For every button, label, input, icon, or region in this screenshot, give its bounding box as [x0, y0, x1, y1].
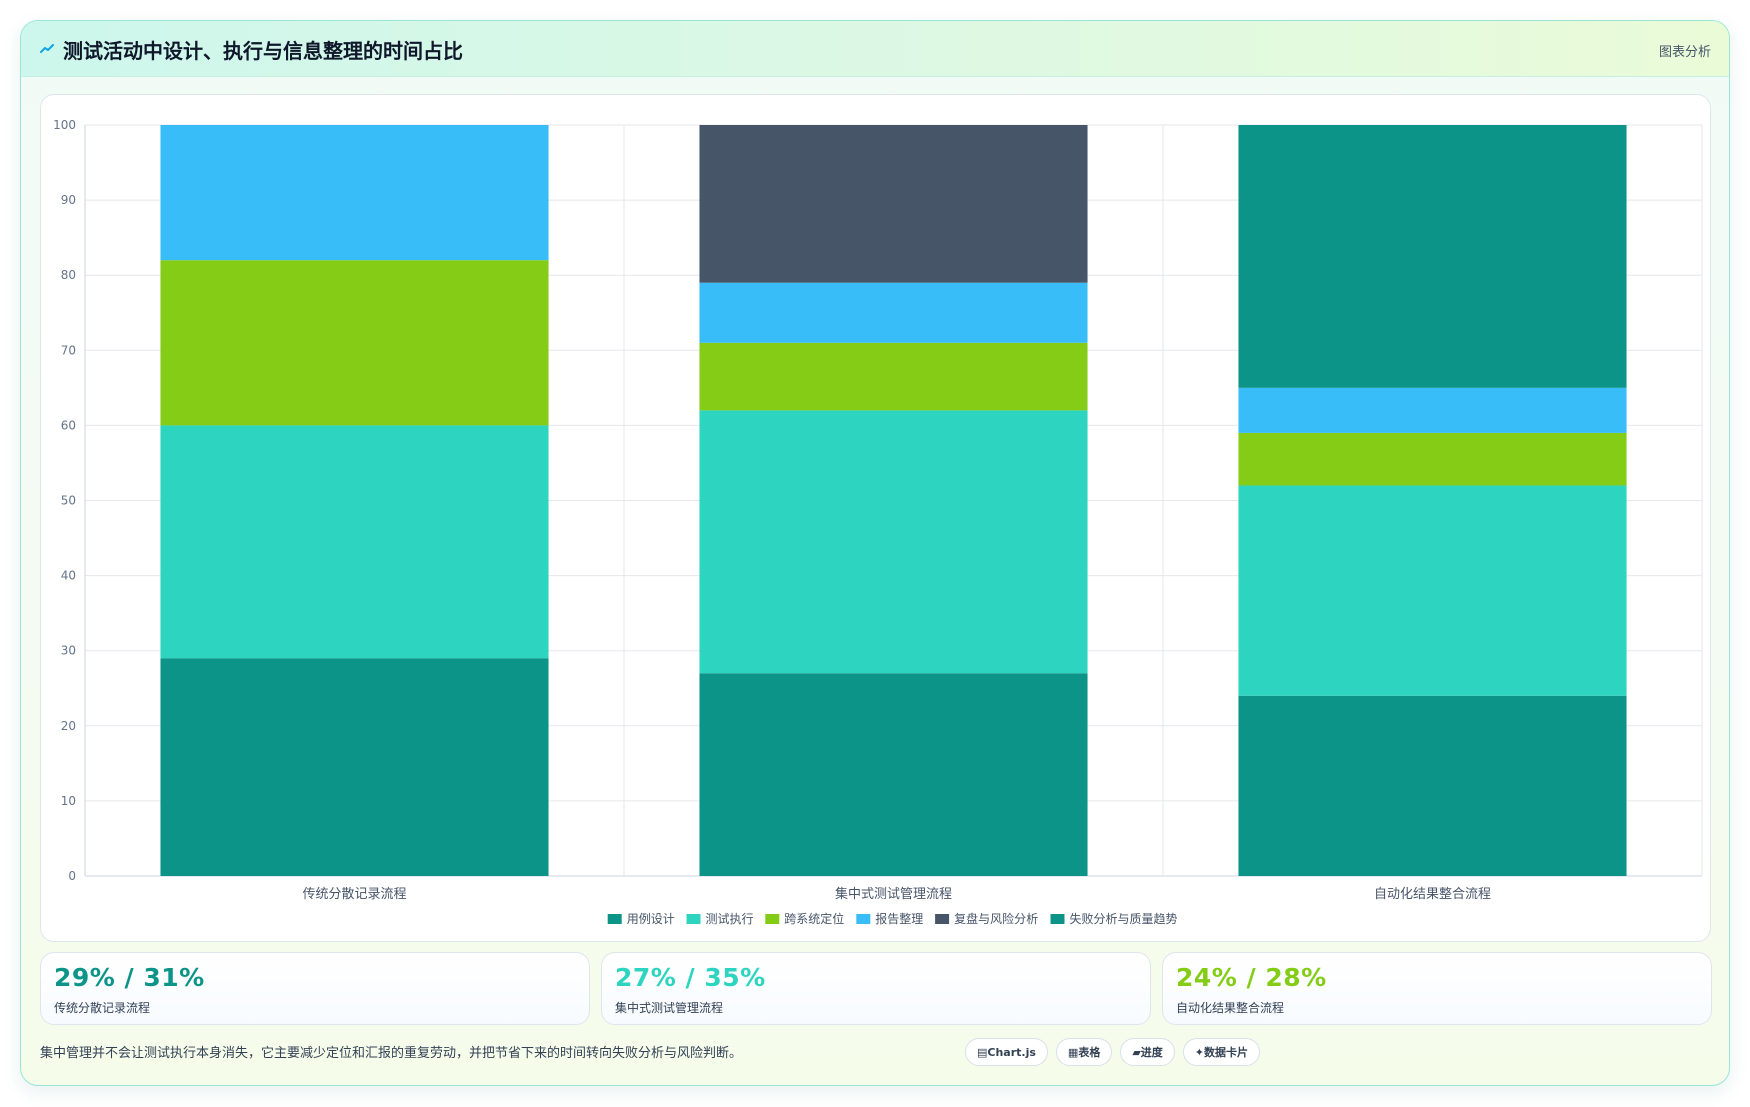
legend-label: 失败分析与质量趋势	[1070, 911, 1178, 926]
bar-segment	[699, 125, 1088, 283]
stat-value: 29% / 31%	[54, 963, 205, 992]
bar-segment	[1238, 695, 1627, 876]
chip-chartjs[interactable]: ▤ Chart.js	[965, 1038, 1048, 1066]
y-tick-label: 30	[61, 644, 76, 658]
stat-label: 传统分散记录流程	[54, 1001, 151, 1015]
stat-card-traditional: 29% / 31% 传统分散记录流程	[40, 952, 590, 1025]
stat-card-centralized: 27% / 35% 集中式测试管理流程	[601, 952, 1151, 1025]
table-icon: ▦	[1067, 1045, 1079, 1059]
stat-label: 自动化结果整合流程	[1176, 1001, 1285, 1015]
legend-swatch	[607, 914, 622, 924]
y-tick-label: 20	[61, 719, 76, 733]
stat-card-automated: 24% / 28% 自动化结果整合流程	[1162, 952, 1712, 1025]
stat-value: 27% / 35%	[615, 963, 766, 992]
progress-icon: ▰	[1132, 1045, 1141, 1059]
x-category-label: 集中式测试管理流程	[835, 886, 952, 902]
legend-label: 用例设计	[627, 912, 675, 926]
bar-segment	[1238, 485, 1627, 696]
bar-segment	[160, 260, 549, 426]
bar-segment	[699, 410, 1088, 674]
x-category-label: 自动化结果整合流程	[1374, 887, 1491, 902]
y-tick-label: 40	[61, 569, 76, 583]
chart-analysis-tag[interactable]: 图表分析	[1658, 45, 1711, 60]
bar-segment	[160, 125, 549, 261]
legend-label: 测试执行	[706, 911, 754, 926]
bar-segment	[160, 658, 549, 876]
chip-table[interactable]: ▦ 表格	[1055, 1038, 1113, 1066]
chip-label: 进度	[1140, 1046, 1163, 1059]
bar-segment	[1238, 432, 1627, 486]
y-tick-label: 80	[61, 268, 76, 282]
bar-segment	[699, 342, 1088, 411]
legend-swatch	[765, 914, 780, 924]
stacked-bar-chart: 0 10 20 30 40 50 60 70 80 90 100 传统分散记录流程 集中式测试管理流程 自…	[53, 118, 1703, 926]
y-tick-label: 60	[61, 418, 76, 432]
y-tick-label: 100	[53, 118, 76, 132]
chip-data-card[interactable]: ✦ 数据卡片	[1182, 1038, 1261, 1066]
y-tick-label: 0	[68, 869, 76, 883]
legend-label: 报告整理	[875, 911, 923, 926]
stat-label: 集中式测试管理流程	[615, 1001, 724, 1015]
footer-note: 集中管理并不会让测试执行本身消失，它主要减少定位和汇报的重复劳动，并把节省下来的…	[40, 1046, 743, 1061]
bar-segment	[160, 425, 549, 659]
legend-label: 跨系统定位	[784, 911, 844, 926]
legend-swatch	[935, 914, 950, 924]
feature-chips: ▤ Chart.js ▦ 表格 ▰ 进度 ✦ 数据卡片	[965, 1038, 1261, 1066]
y-tick-label: 10	[61, 794, 76, 808]
chip-label: 数据卡片	[1204, 1046, 1249, 1059]
chip-progress[interactable]: ▰ 进度	[1120, 1038, 1175, 1066]
chip-label: Chart.js	[987, 1045, 1036, 1059]
x-category-label: 传统分散记录流程	[302, 887, 406, 902]
chip-label: 表格	[1078, 1046, 1101, 1059]
bar-segment	[1238, 125, 1627, 388]
line-chart-icon	[40, 44, 54, 53]
legend-swatch	[856, 914, 871, 924]
sparkle-icon: ✦	[1194, 1045, 1205, 1059]
bar-segment	[699, 673, 1088, 876]
y-tick-label: 90	[61, 193, 76, 207]
legend-swatch	[1050, 914, 1065, 924]
legend-label: 复盘与风险分析	[954, 911, 1038, 926]
stat-value: 24% / 28%	[1176, 963, 1327, 992]
bar-segment	[1238, 387, 1627, 433]
card-header: 测试活动中设计、执行与信息整理的时间占比 图表分析	[21, 21, 1729, 77]
legend-swatch	[686, 914, 701, 924]
y-tick-label: 70	[61, 343, 76, 357]
chart-icon: ▤	[977, 1045, 988, 1059]
page-title: 测试活动中设计、执行与信息整理的时间占比	[63, 39, 463, 63]
y-tick-label: 50	[61, 494, 76, 508]
chart-panel: 0 10 20 30 40 50 60 70 80 90 100 传统分散记录流程 集中式测试管理流程 自…	[40, 94, 1711, 942]
bar-segment	[699, 282, 1088, 343]
chart-card: 测试活动中设计、执行与信息整理的时间占比 图表分析 0 10 20 30 40 50 60 7…	[20, 20, 1730, 1086]
